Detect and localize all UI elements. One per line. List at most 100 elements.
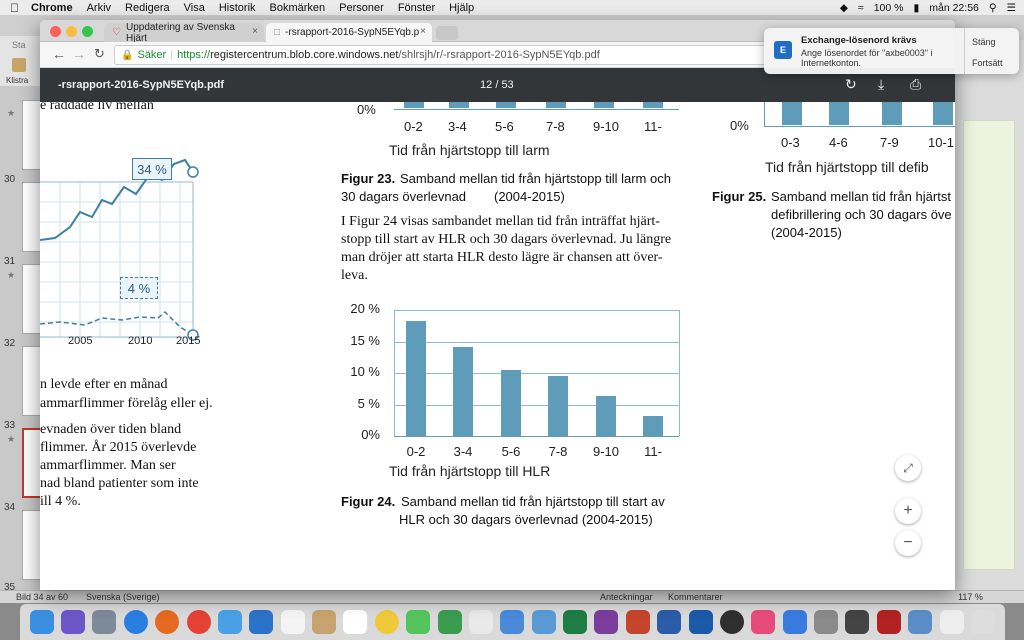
menu-bokmarken[interactable]: Bokmärken	[260, 1, 326, 14]
slide-number: 35	[4, 582, 16, 593]
itunes-icon[interactable]	[751, 610, 776, 634]
paste-icon[interactable]	[12, 58, 26, 72]
body-text-line: stopp till start av HLR och 30 dagars öv…	[341, 232, 672, 247]
facetime-icon[interactable]	[437, 610, 462, 634]
minimize-window-icon[interactable]	[66, 26, 77, 37]
close-tab-icon[interactable]: ×	[420, 26, 426, 37]
slide-number: 32	[4, 338, 16, 349]
menu-historik[interactable]: Historik	[209, 1, 256, 14]
print-icon[interactable]: ⎙	[910, 76, 922, 92]
fit-to-page-button[interactable]: ⤢	[895, 455, 921, 481]
macos-dock	[20, 604, 1005, 640]
messages-icon[interactable]	[406, 610, 431, 634]
fig24-y-tick-label: 15 %	[350, 333, 380, 348]
outlook-icon[interactable]	[688, 610, 713, 634]
system-preferences-icon[interactable]	[814, 610, 839, 634]
notification-settings-button[interactable]: Fortsätt	[972, 58, 1003, 68]
powerpoint-icon[interactable]	[625, 610, 650, 634]
close-tab-icon[interactable]: ×	[252, 26, 258, 37]
menu-hjalp[interactable]: Hjälp	[440, 1, 474, 14]
status-notes[interactable]: Anteckningar	[600, 592, 653, 602]
zoom-in-button[interactable]: +	[895, 498, 921, 524]
word-icon[interactable]	[657, 610, 682, 634]
secure-label: Säker	[137, 49, 167, 61]
maximize-window-icon[interactable]	[82, 26, 93, 37]
fig24-bar	[501, 370, 521, 436]
notification-center-icon[interactable]: ☰	[1006, 2, 1016, 14]
tab-pdf[interactable]: □ -rsrapport-2016-SypN5EYqb.p ×	[266, 23, 432, 42]
excel-icon[interactable]	[563, 610, 588, 634]
fig23-bar	[594, 102, 614, 108]
pdf-toolbar: -rsrapport-2016-SypN5EYqb.pdf 12 / 53 ↻ …	[40, 68, 955, 102]
battery-icon[interactable]: ▮	[913, 2, 920, 14]
fig25-bar	[933, 102, 953, 125]
omnibox[interactable]: 🔒 Säker | https://registercentrum.blob.c…	[114, 45, 864, 65]
contacts-icon[interactable]	[312, 610, 337, 634]
fig25-x-tick: 4-6	[829, 135, 848, 150]
menu-personer[interactable]: Personer	[330, 1, 384, 14]
wifi-icon[interactable]: ≈	[857, 2, 864, 14]
preview-icon[interactable]	[531, 610, 556, 634]
keynote-icon[interactable]	[500, 610, 525, 634]
tab-uppdatering[interactable]: ♡ Uppdatering av Svenska Hjärt ×	[104, 22, 264, 44]
close-window-icon[interactable]	[50, 26, 61, 37]
x-tick-label: 2005	[68, 335, 93, 347]
fig23-bar	[546, 102, 566, 108]
status-zoom[interactable]: 117 %	[958, 592, 983, 602]
finder-icon[interactable]	[29, 610, 54, 634]
firefox-icon[interactable]	[155, 610, 180, 634]
app-icon[interactable]	[845, 610, 870, 634]
fig23-y-tick: 0%	[357, 102, 376, 117]
notification-close-button[interactable]: Stäng	[972, 37, 996, 47]
menu-redigera[interactable]: Redigera	[116, 1, 170, 14]
current-page[interactable]: 12	[480, 79, 493, 91]
rotate-icon[interactable]: ↻	[845, 76, 857, 92]
downloads-icon[interactable]	[939, 610, 964, 634]
launchpad-icon[interactable]	[92, 610, 117, 634]
status-comments[interactable]: Kommentarer	[668, 592, 723, 602]
numbers-icon[interactable]	[468, 610, 493, 634]
apple-icon[interactable]: 	[10, 1, 19, 15]
zoom-out-button[interactable]: −	[895, 530, 921, 556]
chrome-icon[interactable]	[186, 610, 211, 634]
menu-fonster[interactable]: Fönster	[388, 1, 435, 14]
reminders-icon[interactable]	[343, 610, 368, 634]
download-icon[interactable]: ⤓	[878, 76, 885, 92]
battery-status[interactable]: 100 %	[873, 2, 904, 14]
survival-trend-chart	[40, 158, 199, 341]
new-tab-button[interactable]	[436, 26, 458, 40]
safari-icon[interactable]	[123, 610, 148, 634]
trash-icon[interactable]	[970, 610, 995, 634]
fig23-x-tick: 11-	[644, 119, 662, 134]
spotlight-icon[interactable]: ⚲	[988, 2, 997, 14]
fig24-xlabel: Tid från hjärtstopp till HLR	[389, 463, 551, 479]
forward-icon[interactable]: →	[72, 46, 86, 62]
exchange-notification[interactable]: E Exchange-lösenord krävs Ange lösenorde…	[764, 28, 1019, 74]
back-icon[interactable]: ←	[52, 46, 66, 62]
background-slide-area	[963, 120, 1015, 570]
fig24-x-tick-label: 9-10	[592, 444, 620, 459]
body-text-line: leva.	[341, 268, 368, 283]
reload-icon[interactable]: ↻	[94, 46, 105, 61]
menubar-clock[interactable]: mån 22:56	[929, 2, 979, 14]
language-icon[interactable]	[719, 610, 744, 634]
photos-icon[interactable]	[374, 610, 399, 634]
fig24-y-tick-label: 10 %	[350, 364, 380, 379]
left-text-line: nad bland patienter som inte	[40, 476, 199, 491]
siri-icon[interactable]	[61, 610, 86, 634]
pdf-viewer[interactable]: e räddade liv mellan 34 % 4	[40, 102, 955, 590]
acrobat-icon[interactable]	[876, 610, 901, 634]
mail-icon[interactable]	[249, 610, 274, 634]
app-icon[interactable]	[908, 610, 933, 634]
onenote-icon[interactable]	[594, 610, 619, 634]
calendar-icon[interactable]	[280, 610, 305, 634]
dropbox-icon[interactable]: ◆	[839, 2, 848, 14]
app-icon[interactable]	[782, 610, 807, 634]
trend-line-vf	[40, 158, 194, 241]
pdf-filename: -rsrapport-2016-SypN5EYqb.pdf	[58, 79, 225, 91]
menu-app-chrome[interactable]: Chrome	[22, 1, 73, 14]
lock-icon: 🔒	[121, 49, 134, 61]
appstore-icon[interactable]	[217, 610, 242, 634]
menu-arkiv[interactable]: Arkiv	[77, 1, 111, 14]
menu-visa[interactable]: Visa	[174, 1, 205, 14]
